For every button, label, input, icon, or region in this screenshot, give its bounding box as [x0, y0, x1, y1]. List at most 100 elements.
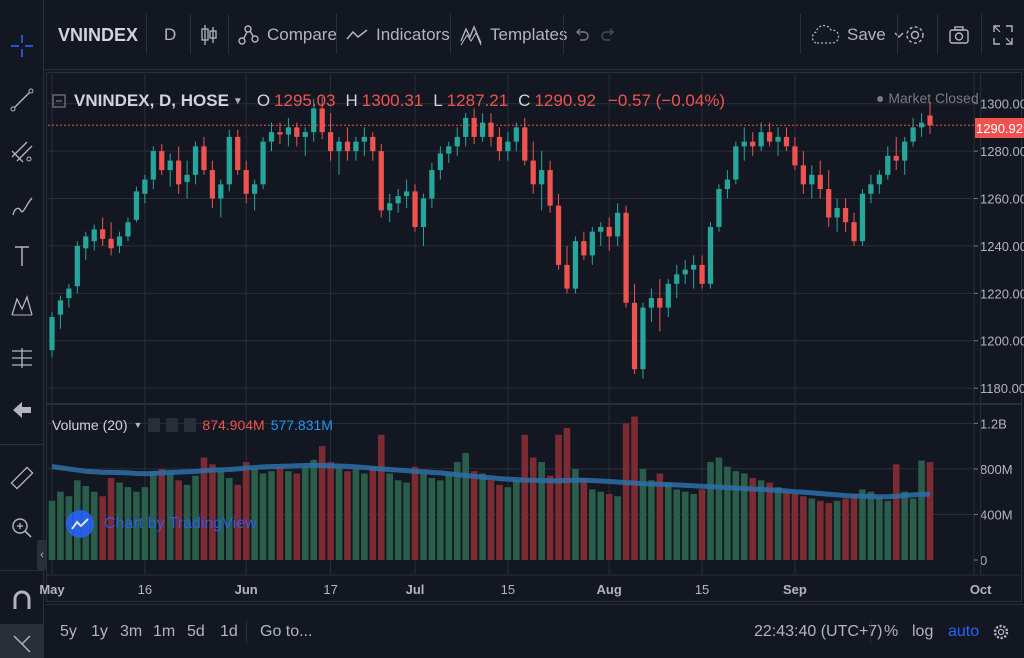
auto-toggle[interactable]: auto [948, 605, 979, 658]
candle-body [851, 222, 857, 242]
top-toolbar: VNINDEX D Compare Indicators [0, 0, 1024, 70]
divider [450, 14, 451, 54]
compare-button[interactable]: Compare [236, 0, 337, 70]
candle-body [91, 229, 97, 242]
candle-body [758, 132, 764, 147]
range-1m[interactable]: 1m [153, 605, 175, 658]
volume-bar [538, 462, 545, 560]
legend-dropdown-icon[interactable]: ▼ [232, 95, 243, 107]
candle-body [192, 146, 199, 175]
volume-bar [268, 471, 275, 560]
candle-body [327, 132, 334, 152]
volume-bar [589, 489, 596, 560]
collapse-legend-icon[interactable] [52, 94, 66, 108]
clock[interactable]: 22:43:40 (UTC+7) [754, 605, 883, 658]
candle-body [826, 189, 832, 218]
volume-bar [800, 496, 807, 560]
candle-body [344, 141, 351, 152]
volume-bar [622, 423, 630, 560]
snapshot-button[interactable] [947, 0, 971, 70]
high-label: H [345, 91, 358, 110]
hide-drawings-tool[interactable] [0, 624, 44, 658]
undo-icon [576, 28, 589, 41]
change-value: −0.57 (−0.04%) [607, 91, 726, 110]
candle-body [57, 300, 64, 315]
tradingview-watermark[interactable]: Chart by TradingView [66, 510, 257, 538]
volume-study-name[interactable]: Volume (20) [52, 417, 128, 433]
crosshair-tool[interactable] [0, 26, 44, 66]
fullscreen-button[interactable] [992, 0, 1014, 70]
candle-body [496, 136, 503, 152]
interval-button[interactable]: D [164, 0, 176, 70]
text-tool[interactable] [0, 236, 44, 276]
save-button[interactable]: Save [808, 0, 905, 70]
candle-body [716, 189, 722, 227]
eye-icon[interactable] [148, 418, 161, 432]
ruler-tool[interactable] [0, 458, 44, 498]
candle-body [463, 117, 469, 137]
price-tick-label: 1300.00 [980, 97, 1024, 112]
range-1y[interactable]: 1y [91, 605, 108, 658]
price-tick-label: 1200.00 [980, 334, 1024, 349]
log-toggle[interactable]: log [912, 605, 933, 658]
symbol-search[interactable]: VNINDEX [58, 0, 138, 70]
candle-body [251, 184, 258, 194]
range-1d[interactable]: 1d [220, 605, 238, 658]
candle-body [116, 236, 123, 246]
undo-button[interactable] [572, 0, 590, 70]
volume-bar [428, 478, 436, 560]
legend-title[interactable]: VNINDEX, D, HOSE [74, 91, 229, 110]
volume-bar [926, 462, 934, 560]
candle-body [412, 191, 418, 227]
fib-tool[interactable] [0, 132, 44, 172]
arrow-left-icon [13, 402, 31, 418]
high-value: 1300.31 [361, 91, 424, 110]
volume-bar [293, 473, 301, 560]
chart-settings-button[interactable] [992, 605, 1010, 658]
remove-icon[interactable] [184, 418, 197, 432]
bottom-toolbar: 5y 1y 3m 1m 5d 1d Go to... 22:43:40 (UTC… [46, 604, 1024, 658]
back-tool[interactable] [0, 390, 44, 430]
range-5d[interactable]: 5d [187, 605, 205, 658]
templates-button[interactable]: Templates [459, 0, 567, 70]
volume-bar [656, 473, 664, 560]
range-3m[interactable]: 3m [120, 605, 142, 658]
chart-pane[interactable] [46, 72, 1022, 602]
goto-button[interactable]: Go to... [260, 605, 312, 658]
candle-body [741, 141, 747, 147]
volume-bar [57, 491, 64, 560]
zoom-tool[interactable] [0, 508, 44, 548]
measure-tool[interactable] [0, 338, 44, 378]
settings-small-icon[interactable] [166, 418, 179, 432]
ruler-icon [10, 466, 34, 490]
candle-body [792, 146, 798, 166]
indicators-button[interactable]: Indicators [345, 0, 450, 70]
volume-bar [732, 471, 740, 560]
close-label: C [518, 91, 531, 110]
volume-bar [192, 475, 199, 560]
volume-bar [420, 473, 427, 560]
divider [190, 14, 191, 54]
settings-button[interactable] [903, 0, 927, 70]
redo-button[interactable] [600, 0, 618, 70]
percent-toggle[interactable]: % [884, 605, 898, 658]
volume-bar [901, 491, 908, 560]
goto-label: Go to... [260, 623, 313, 640]
candle-body [539, 170, 545, 185]
chart-style-button[interactable] [200, 0, 218, 70]
range-5y[interactable]: 5y [60, 605, 77, 658]
collapse-toolbar-handle[interactable]: ‹ [37, 540, 47, 570]
volume-bar [842, 498, 849, 560]
pattern-tool[interactable] [0, 286, 44, 326]
magnet-tool[interactable] [0, 580, 44, 620]
trendline-tool[interactable] [0, 80, 44, 120]
candle-body [311, 108, 317, 133]
volume-ma-line [51, 462, 931, 500]
brush-tool[interactable] [0, 186, 44, 226]
volume-bar [825, 503, 832, 560]
volume-bar [496, 484, 503, 560]
candle-body [83, 236, 89, 249]
volume-dropdown-icon[interactable]: ▼ [133, 420, 143, 430]
volume-bar [673, 489, 681, 560]
